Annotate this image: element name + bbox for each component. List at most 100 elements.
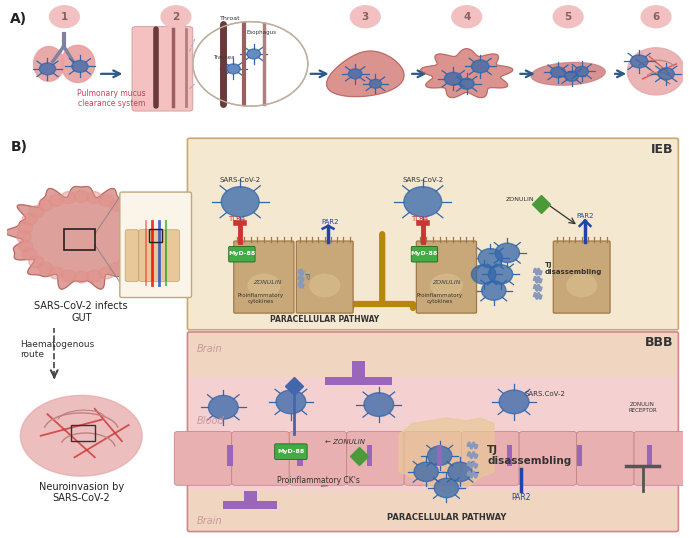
Ellipse shape bbox=[61, 45, 95, 82]
Text: PAR2: PAR2 bbox=[322, 219, 339, 225]
Text: MyD-88: MyD-88 bbox=[228, 251, 255, 257]
Circle shape bbox=[553, 6, 583, 27]
Circle shape bbox=[226, 64, 240, 74]
Circle shape bbox=[565, 72, 578, 81]
Circle shape bbox=[49, 195, 63, 207]
Circle shape bbox=[369, 79, 382, 88]
Bar bbox=[190, 334, 676, 377]
FancyBboxPatch shape bbox=[462, 431, 519, 485]
Circle shape bbox=[448, 462, 472, 482]
Bar bbox=[64, 229, 95, 250]
Circle shape bbox=[499, 390, 529, 414]
Bar bbox=[244, 491, 257, 509]
Circle shape bbox=[575, 66, 589, 76]
Text: ← ZONULIN: ← ZONULIN bbox=[325, 439, 365, 445]
Text: Esophagus: Esophagus bbox=[247, 30, 277, 35]
Circle shape bbox=[99, 267, 114, 279]
FancyBboxPatch shape bbox=[404, 431, 462, 485]
FancyBboxPatch shape bbox=[416, 241, 477, 313]
FancyBboxPatch shape bbox=[519, 431, 577, 485]
Bar bbox=[325, 377, 393, 385]
Circle shape bbox=[39, 63, 56, 75]
Circle shape bbox=[49, 267, 63, 279]
Polygon shape bbox=[421, 49, 513, 97]
Text: 3: 3 bbox=[362, 12, 369, 22]
FancyBboxPatch shape bbox=[634, 431, 690, 485]
Bar bbox=[190, 491, 676, 530]
Bar bbox=[297, 445, 303, 466]
FancyBboxPatch shape bbox=[188, 332, 678, 532]
Ellipse shape bbox=[310, 274, 339, 296]
Ellipse shape bbox=[431, 274, 462, 296]
Text: TJ: TJ bbox=[304, 274, 310, 280]
Circle shape bbox=[495, 243, 520, 263]
Circle shape bbox=[119, 256, 134, 268]
Text: PARACELLULAR PATHWAY: PARACELLULAR PATHWAY bbox=[386, 513, 506, 522]
FancyBboxPatch shape bbox=[139, 230, 152, 281]
Circle shape bbox=[161, 6, 191, 27]
Circle shape bbox=[87, 270, 101, 282]
Circle shape bbox=[551, 67, 565, 78]
Circle shape bbox=[404, 187, 442, 217]
Text: PAR2: PAR2 bbox=[576, 213, 594, 219]
Text: SARS-CoV-2: SARS-CoV-2 bbox=[219, 177, 261, 183]
FancyBboxPatch shape bbox=[152, 230, 166, 281]
FancyBboxPatch shape bbox=[175, 431, 232, 485]
Circle shape bbox=[351, 6, 380, 27]
FancyBboxPatch shape bbox=[166, 230, 179, 281]
Text: A): A) bbox=[10, 12, 28, 26]
Bar bbox=[437, 445, 442, 466]
Circle shape bbox=[22, 248, 37, 260]
Circle shape bbox=[110, 200, 125, 211]
Bar bbox=[577, 445, 582, 466]
Text: B): B) bbox=[10, 140, 28, 154]
Text: ZONULIN: ZONULIN bbox=[506, 197, 534, 202]
Text: 4: 4 bbox=[463, 12, 471, 22]
Text: Proinflammatory
cytokines: Proinflammatory cytokines bbox=[417, 293, 463, 304]
Circle shape bbox=[29, 206, 43, 217]
Text: BBB: BBB bbox=[644, 336, 673, 349]
Text: ZONULIN: ZONULIN bbox=[253, 280, 282, 285]
Ellipse shape bbox=[21, 395, 142, 476]
Circle shape bbox=[131, 231, 146, 243]
Circle shape bbox=[38, 262, 53, 274]
Text: 5: 5 bbox=[564, 12, 572, 22]
Text: 2: 2 bbox=[172, 12, 179, 22]
Text: MyD-88: MyD-88 bbox=[411, 251, 438, 257]
Text: Proinflammatory
cytokines: Proinflammatory cytokines bbox=[237, 293, 284, 304]
Text: Throat: Throat bbox=[220, 16, 241, 21]
Circle shape bbox=[444, 72, 462, 85]
Ellipse shape bbox=[34, 46, 64, 81]
Text: ZONULIN: ZONULIN bbox=[432, 280, 461, 285]
Circle shape bbox=[276, 390, 306, 414]
Text: 6: 6 bbox=[653, 12, 660, 22]
Circle shape bbox=[364, 393, 394, 416]
Circle shape bbox=[18, 222, 32, 233]
Polygon shape bbox=[5, 187, 158, 289]
Text: Haematogenous
route: Haematogenous route bbox=[21, 340, 95, 359]
Text: Neuroinvasion by
SARS-CoV-2: Neuroinvasion by SARS-CoV-2 bbox=[39, 482, 124, 503]
Circle shape bbox=[414, 462, 438, 482]
Bar bbox=[647, 445, 652, 466]
FancyBboxPatch shape bbox=[289, 431, 346, 485]
Circle shape bbox=[434, 478, 459, 498]
FancyBboxPatch shape bbox=[346, 431, 404, 485]
Polygon shape bbox=[326, 51, 404, 97]
Text: IEB: IEB bbox=[651, 143, 673, 155]
Bar bbox=[71, 425, 95, 441]
Text: PARACELLULAR PATHWAY: PARACELLULAR PATHWAY bbox=[270, 315, 380, 324]
Circle shape bbox=[61, 270, 76, 282]
Text: TJ
disassembling: TJ disassembling bbox=[487, 445, 571, 466]
Bar bbox=[367, 445, 373, 466]
Text: MyD-88: MyD-88 bbox=[277, 449, 304, 454]
FancyBboxPatch shape bbox=[275, 444, 307, 459]
Text: PAR2: PAR2 bbox=[511, 493, 531, 502]
Circle shape bbox=[130, 222, 145, 233]
Circle shape bbox=[482, 281, 506, 300]
FancyBboxPatch shape bbox=[188, 138, 678, 330]
Circle shape bbox=[247, 49, 261, 59]
Circle shape bbox=[348, 69, 362, 79]
Circle shape bbox=[87, 192, 101, 203]
Circle shape bbox=[18, 240, 32, 252]
FancyBboxPatch shape bbox=[296, 241, 353, 313]
